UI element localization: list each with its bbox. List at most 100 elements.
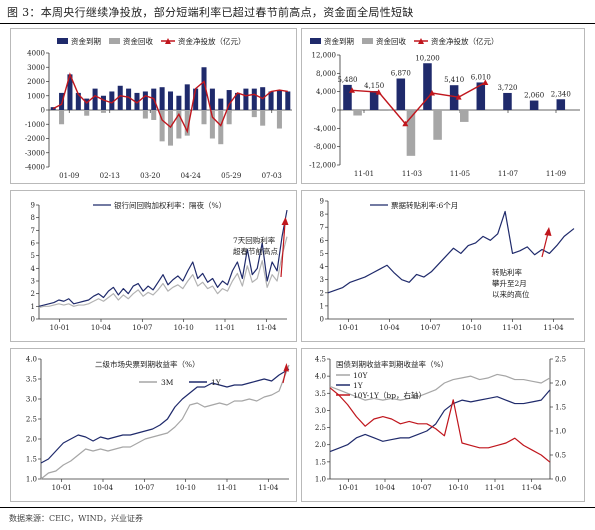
series-line-1Y [329, 389, 551, 453]
bar-withdrawal [159, 110, 165, 142]
y-tick-label: 1.0 [26, 476, 37, 484]
x-tick-label: 11-01 [354, 170, 374, 178]
legend-label: 资金净投放（亿元） [431, 36, 499, 46]
net-injection-marker [482, 79, 489, 85]
series-line-s0 [38, 209, 288, 307]
x-tick-label: 10-04 [375, 484, 396, 492]
bar-data-label: 5,410 [444, 76, 464, 84]
y-tick-label: 9 [31, 202, 35, 210]
bar-maturity [84, 98, 90, 110]
y-tick-label: 4.5 [315, 356, 326, 364]
y-tick-label: -12,000 [309, 162, 336, 170]
annotation-arrowhead [281, 217, 289, 225]
y-tick-label: -2000 [25, 135, 45, 143]
y-tick-label: 12,000 [312, 52, 337, 60]
y-tick-label: 8 [31, 214, 35, 222]
bottom-rule [0, 507, 595, 508]
y2-tick-label: 2.5 [555, 356, 566, 364]
bar-maturity [92, 88, 98, 110]
y-tick-label: 8 [320, 211, 324, 219]
bar-maturity [243, 88, 249, 110]
interbank-repo-chart: 0 1 2 3 4 5 6 7 8 9 10-01 10-04 10-07 10-10 11-01 11-04… [10, 190, 297, 342]
x-tick-label: 10-04 [379, 324, 400, 332]
legend-swatch [57, 38, 68, 44]
x-tick-label: 10-07 [412, 484, 432, 492]
bar-maturity [556, 99, 566, 110]
y-tick-label: 4 [31, 265, 36, 273]
legend-label: 资金到期 [71, 36, 101, 46]
y-tick-label: 2 [320, 289, 324, 297]
bar-data-label: 4,150 [364, 82, 384, 90]
x-tick-label: 04-24 [181, 172, 202, 180]
bar-maturity [134, 92, 140, 110]
y-tick-label: 2.5 [26, 416, 37, 424]
bar-withdrawal [176, 110, 182, 139]
govt-yield-svg: 1.0 1.5 2.0 2.5 3.0 3.5 4.0 4.5 10-01 10-04 10-07 1… [315, 356, 566, 493]
y-tick-label: 1000 [27, 92, 45, 100]
x-tick-label: 10-01 [338, 324, 358, 332]
bar-data-label: 3,720 [497, 84, 517, 92]
x-tick-label: 10-01 [338, 484, 358, 492]
annotation-text: 7天回购利率 [233, 235, 276, 245]
y-tick-label: 0 [320, 316, 324, 324]
monthly-flow-chart: 12,000 8,000 4,000 0 -4,000 -8,000 -12,000 11-0… [301, 28, 585, 184]
bar-maturity [235, 92, 241, 110]
bar-data-label: 2,060 [524, 92, 544, 100]
y-tick-label: -3000 [25, 149, 45, 157]
y-tick-label: 6 [320, 237, 325, 245]
chart-title: 国债到期收益率到期收益率（%） [336, 359, 448, 369]
y-tick-label: 4.0 [26, 356, 37, 364]
discount-rate-chart: 0 1 2 3 4 5 6 7 8 9 10-01 10-04 10-07 10-10 11-01 11-04… [301, 190, 585, 342]
legend-swatch [310, 38, 321, 44]
bar-maturity [142, 91, 148, 110]
bar-maturity [226, 90, 232, 110]
bar-maturity [396, 78, 406, 110]
y-tick-label: 2000 [27, 78, 45, 86]
x-tick-label: 10-01 [50, 324, 70, 332]
legend-label: 票据转贴利率:6个月 [391, 200, 458, 210]
y-tick-label: -1000 [25, 121, 45, 129]
bar-maturity [167, 91, 174, 110]
legend-label: 10Y-1Y（bp，右轴） [353, 390, 426, 400]
x-tick-label: 11-05 [450, 170, 470, 178]
x-tick-label: 11-04 [522, 484, 543, 492]
bar-maturity [193, 88, 199, 110]
x-tick-label: 02-13 [100, 172, 120, 180]
bar-withdrawal [380, 110, 389, 111]
discount-rate-svg: 0 1 2 3 4 5 6 7 8 9 10-01 10-04 10-07 10-10 11-01 11-04… [320, 198, 575, 332]
bar-maturity [251, 88, 257, 110]
y2-tick-label: 1.5 [555, 404, 566, 412]
y2-tick-label: 1.0 [555, 428, 566, 436]
bar-withdrawal [353, 110, 362, 116]
bar-maturity [218, 98, 224, 110]
annotation-text: 超春节前高点 [233, 246, 278, 256]
chart-title: 二级市场央票到期收益率（%） [95, 359, 200, 369]
legend-swatch [109, 38, 120, 44]
bar-maturity [476, 82, 486, 110]
x-tick-label: 10-01 [52, 484, 72, 492]
annotation-arrow [282, 368, 287, 384]
series-line-10Y1Ybp [329, 387, 551, 463]
bar-data-label: 2,340 [551, 90, 571, 98]
y-tick-label: 7 [320, 224, 324, 232]
series-line-6 [327, 210, 575, 294]
y-tick-label: 2 [31, 290, 35, 298]
net-injection-marker [429, 90, 435, 96]
y-tick-label: 4000 [27, 50, 45, 58]
bar-maturity [176, 95, 182, 110]
bar-withdrawal [100, 110, 106, 113]
x-tick-label: 11-04 [258, 484, 279, 492]
bar-maturity [117, 85, 123, 110]
series-line-3M [40, 364, 290, 480]
y-tick-label: 9 [320, 198, 324, 206]
annotation-text: 攀升至2月 [492, 278, 527, 288]
y-tick-label: 5 [320, 250, 324, 258]
y-tick-label: -4000 [25, 164, 45, 172]
annotation-text: 以来的高位 [492, 289, 530, 299]
bar-maturity [285, 91, 291, 110]
x-tick-label: 11-09 [546, 170, 566, 178]
bar-maturity [59, 92, 65, 110]
x-tick-label: 11-01 [502, 324, 522, 332]
bar-maturity [529, 100, 539, 110]
bar-maturity [100, 95, 106, 110]
